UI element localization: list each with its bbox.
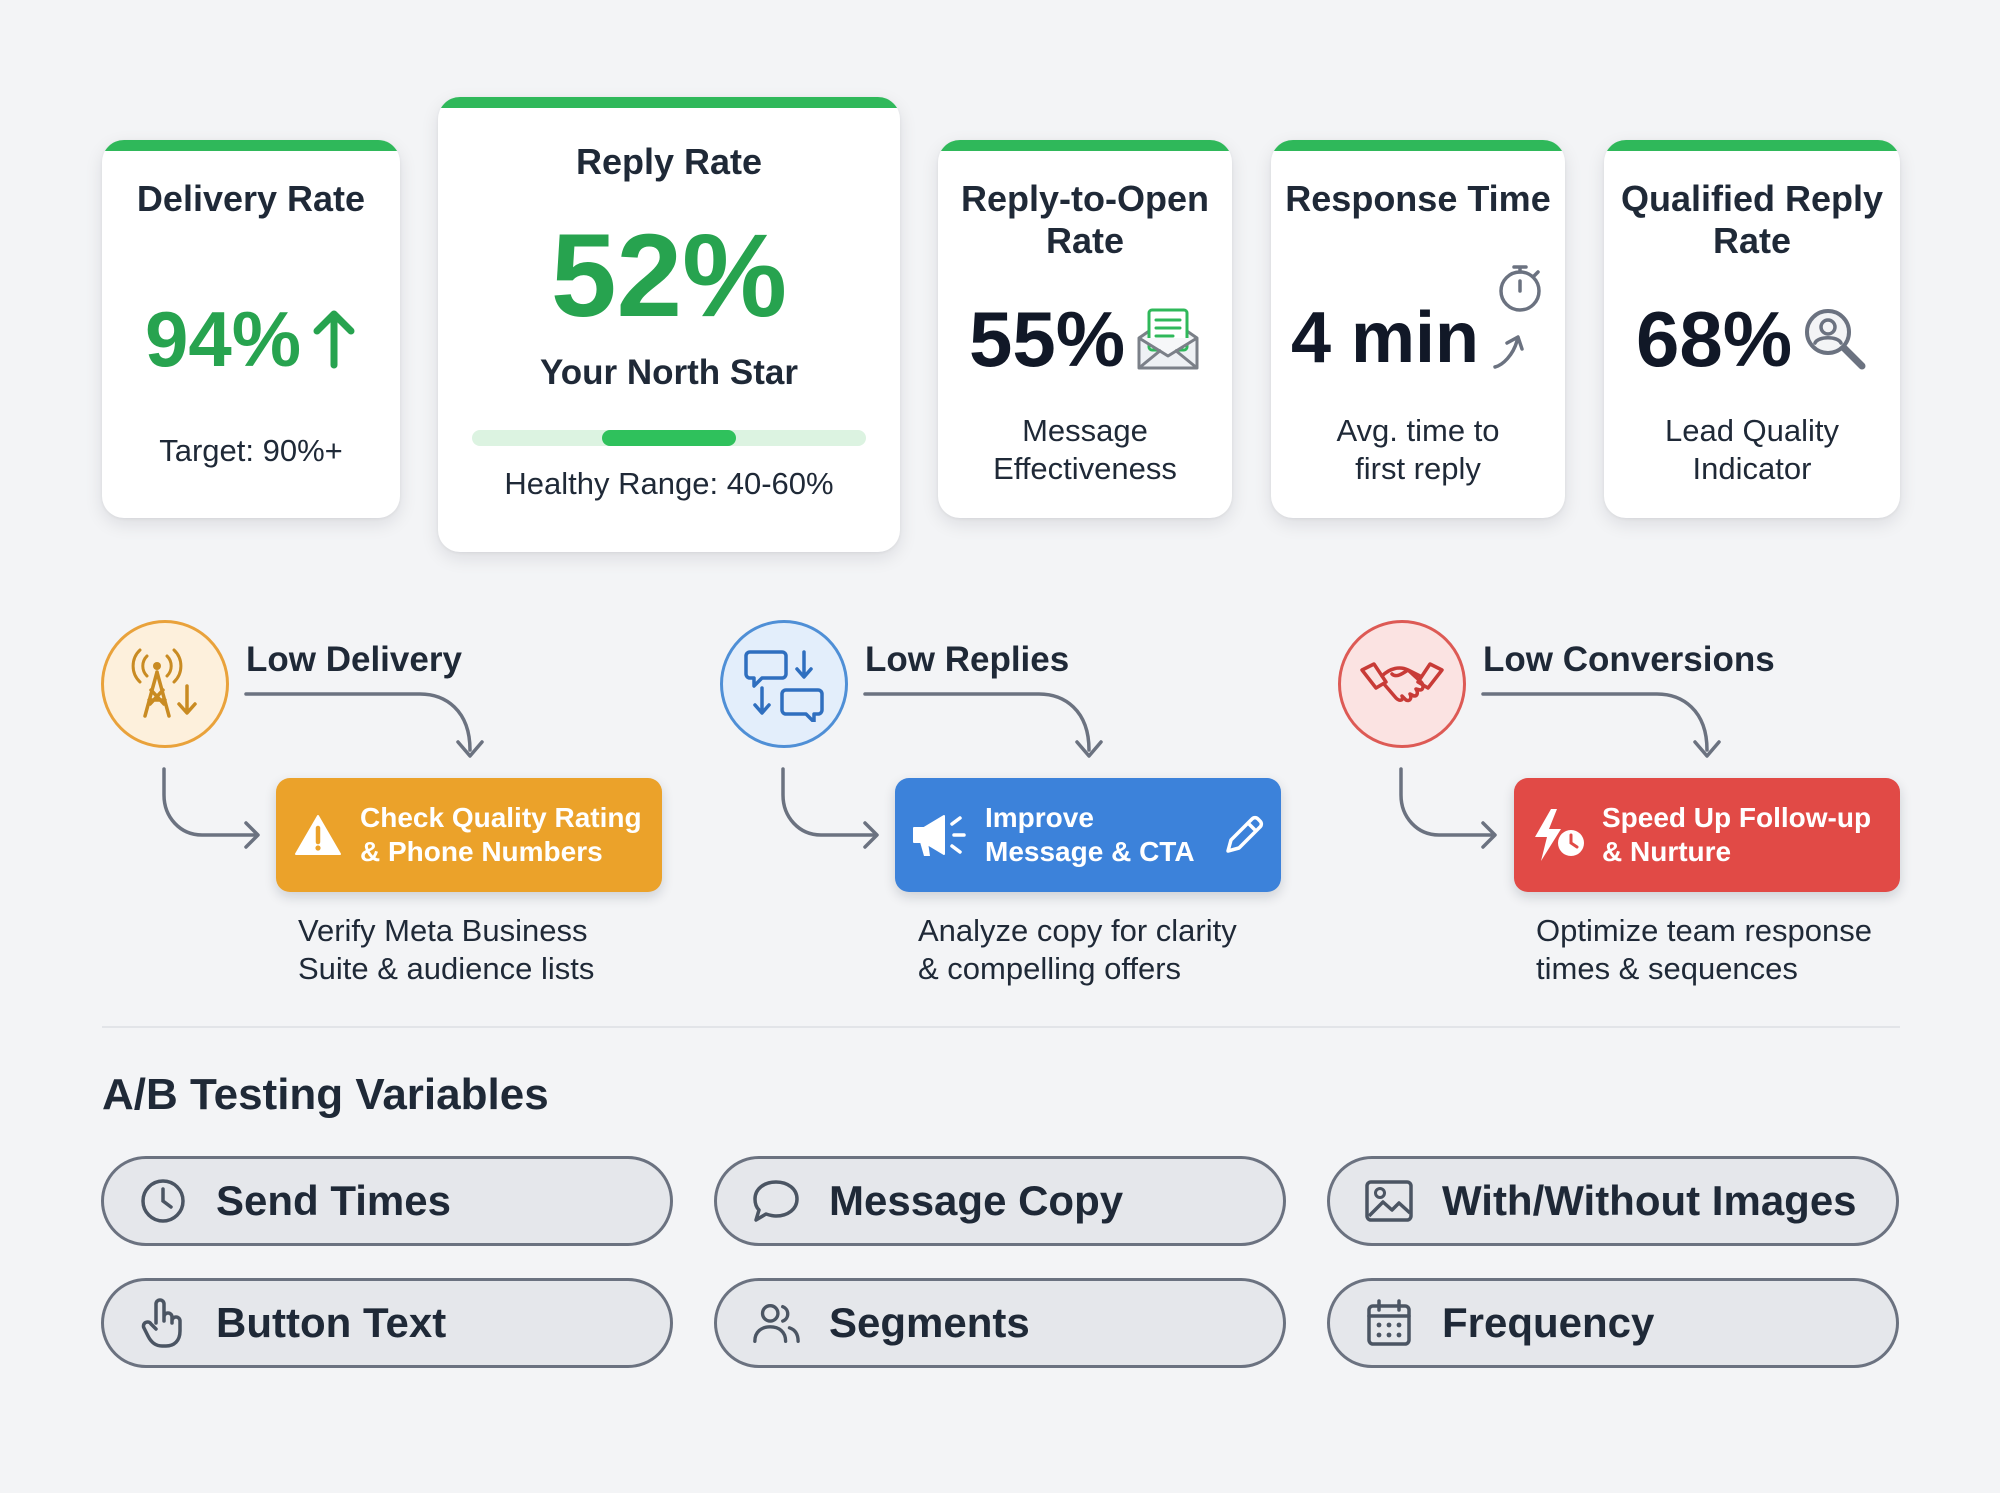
action-label-line2: & Nurture: [1602, 836, 1732, 867]
action-description-line1: Analyze copy for clarity: [918, 913, 1237, 948]
calendar-icon: [1364, 1298, 1414, 1348]
warning-icon: [276, 813, 360, 857]
delivery-rate-card: Delivery Rate 94% Target: 90%+: [102, 140, 400, 518]
healthy-range-label: Healthy Range: 40-60%: [504, 466, 834, 501]
open-envelope-icon: [1137, 308, 1199, 370]
card-subtext: Target: 90%+: [159, 433, 343, 468]
action-description-line2: & compelling offers: [918, 951, 1182, 986]
action-label-line1: Improve: [985, 802, 1094, 833]
ab-variable-frequency[interactable]: Frequency: [1327, 1278, 1899, 1368]
action-description-line2: Suite & audience lists: [298, 951, 595, 986]
action-description-line1: Optimize team response: [1536, 913, 1872, 948]
ab-testing-heading: A/B Testing Variables: [102, 1070, 549, 1119]
ab-variable-label: Frequency: [1442, 1299, 1655, 1346]
ab-variable-images[interactable]: With/Without Images: [1327, 1156, 1899, 1246]
pencil-icon: [1207, 811, 1281, 859]
north-star-label: Your North Star: [540, 353, 798, 392]
action-description: Optimize team response times & sequences: [1536, 912, 1872, 988]
card-subtext-line1: Avg. time to: [1336, 413, 1500, 448]
magnifier-person-icon: [1805, 309, 1866, 370]
ab-variable-label: Message Copy: [829, 1177, 1124, 1224]
cell-tower-icon: [131, 648, 197, 718]
issue-title-low-delivery: Low Delivery: [246, 640, 462, 679]
metric-value-text: 4 min: [1290, 298, 1480, 378]
arrow-up-icon: [313, 310, 355, 369]
card-title: Response Time: [1285, 178, 1551, 219]
low-replies-icon-badge: [720, 620, 848, 748]
card-title-line1: Qualified Reply: [1620, 178, 1884, 219]
action-label-line2: & Phone Numbers: [360, 836, 603, 867]
low-conversions-icon-badge: [1338, 620, 1466, 748]
handshake-icon: [1360, 662, 1444, 703]
card-title-line2: Rate: [1712, 220, 1792, 261]
response-time-card: Response Time 4 min Avg. time to first r…: [1271, 140, 1565, 518]
response-time-value: 4 min: [1271, 265, 1565, 378]
action-label-line2: Message & CTA: [985, 836, 1195, 867]
action-description: Verify Meta Business Suite & audience li…: [298, 912, 594, 988]
healthy-range-track: [472, 430, 866, 446]
pointer-hand-icon: [138, 1298, 188, 1348]
card-subtext-line1: Lead Quality: [1664, 413, 1840, 448]
users-icon: [751, 1298, 801, 1348]
reply-to-open-card: Reply-to-Open Rate 55% Message Effective…: [938, 140, 1232, 518]
reply-rate-card: Reply Rate 52% Your North Star Healthy R…: [438, 97, 900, 552]
card-accent-bar: [102, 140, 400, 151]
action-description-line2: times & sequences: [1536, 951, 1798, 986]
issue-title-low-replies: Low Replies: [865, 640, 1070, 679]
qualified-reply-card: Qualified Reply Rate 68% Lead Quality In…: [1604, 140, 1900, 518]
clock-icon: [138, 1176, 188, 1226]
action-label-line1: Speed Up Follow-up: [1602, 802, 1872, 833]
metric-value-text: 94%: [144, 295, 302, 383]
action-label-line1: Check Quality Rating: [360, 802, 642, 833]
ab-variable-segments[interactable]: Segments: [714, 1278, 1286, 1368]
speed-up-follow-up-action-button[interactable]: Speed Up Follow-up & Nurture: [1514, 778, 1900, 892]
issue-title-low-conversions: Low Conversions: [1483, 640, 1775, 679]
flow-arrow: [1481, 692, 1721, 758]
delivery-rate-value: 94%: [102, 300, 400, 378]
ab-variable-message-copy[interactable]: Message Copy: [714, 1156, 1286, 1246]
card-title: Reply-to-Open Rate: [961, 178, 1209, 261]
ab-variable-button-text[interactable]: Button Text: [101, 1278, 673, 1368]
flow-arrow: [863, 692, 1103, 758]
section-divider: [102, 1026, 1900, 1028]
card-subtext-line1: Message: [1022, 413, 1148, 448]
flow-arrow: [1399, 767, 1497, 849]
ab-variable-label: With/Without Images: [1442, 1177, 1857, 1224]
stopwatch-arrow-icon: [1493, 265, 1541, 369]
metric-value-text: 68%: [1635, 295, 1793, 383]
ab-variable-label: Segments: [829, 1299, 1030, 1346]
low-delivery-icon-badge: [101, 620, 229, 748]
card-subtext-line2: first reply: [1355, 451, 1481, 486]
speech-bubble-icon: [751, 1176, 801, 1226]
ab-variable-send-times[interactable]: Send Times: [101, 1156, 673, 1246]
megaphone-icon: [895, 810, 985, 860]
flow-arrow: [244, 692, 484, 758]
reply-rate-value: 52%: [550, 210, 788, 342]
flow-arrow: [162, 767, 260, 849]
bolt-clock-icon: [1514, 807, 1602, 863]
reply-to-open-value: 55%: [938, 300, 1232, 378]
chat-exchange-icon: [744, 650, 824, 722]
card-accent-bar: [1604, 140, 1900, 151]
card-subtext-line2: Indicator: [1692, 451, 1812, 486]
card-title: Reply Rate: [575, 141, 763, 182]
card-title: Delivery Rate: [136, 178, 366, 219]
improve-message-action-button[interactable]: Improve Message & CTA: [895, 778, 1281, 892]
metric-value-text: 55%: [968, 295, 1126, 383]
check-quality-action-button[interactable]: Check Quality Rating & Phone Numbers: [276, 778, 662, 892]
ab-variable-label: Button Text: [216, 1299, 447, 1346]
image-icon: [1364, 1176, 1414, 1226]
healthy-range-fill: [602, 430, 736, 446]
action-description: Analyze copy for clarity & compelling of…: [918, 912, 1237, 988]
card-accent-bar: [938, 140, 1232, 151]
card-accent-bar: [1271, 140, 1565, 151]
action-description-line1: Verify Meta Business: [298, 913, 588, 948]
qualified-reply-value: 68%: [1604, 300, 1900, 378]
ab-variable-label: Send Times: [216, 1177, 451, 1224]
card-accent-bar: [438, 97, 900, 108]
card-subtext-line2: Effectiveness: [993, 451, 1177, 486]
flow-arrow: [781, 767, 879, 849]
